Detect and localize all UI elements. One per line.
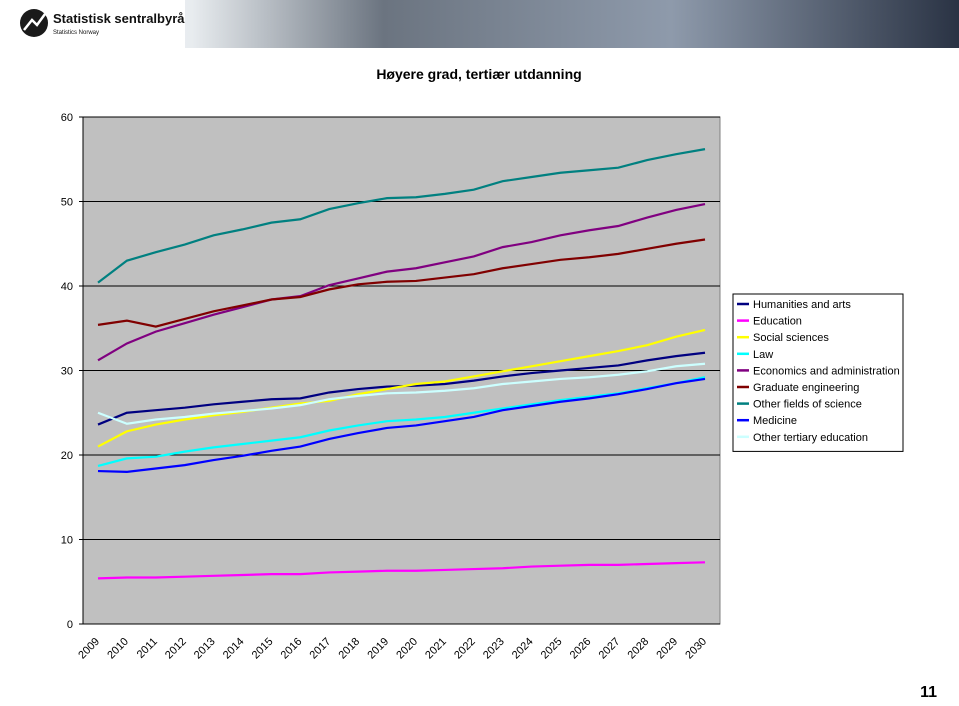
x-tick-label: 2009 bbox=[76, 636, 102, 662]
series-line bbox=[97, 561, 706, 580]
x-tick-label: 2015 bbox=[250, 636, 276, 662]
x-tick-label: 2029 bbox=[654, 636, 680, 662]
x-tick-label: 2027 bbox=[597, 636, 623, 662]
y-tick-label: 20 bbox=[61, 450, 73, 462]
page-number: 11 bbox=[920, 684, 937, 701]
logo-subtitle: Statistics Norway bbox=[53, 30, 99, 36]
x-tick-label: 2024 bbox=[510, 636, 536, 662]
legend-label: Economics and administration bbox=[753, 365, 900, 377]
legend-box bbox=[732, 293, 904, 452]
x-tick-label: 2025 bbox=[539, 636, 565, 662]
x-tick-label: 2010 bbox=[105, 636, 131, 662]
y-tick-label: 50 bbox=[61, 197, 73, 209]
series-line bbox=[97, 148, 706, 284]
series-line bbox=[97, 238, 706, 328]
y-tick-label: 30 bbox=[61, 366, 73, 378]
legend-label: Other fields of science bbox=[753, 399, 862, 411]
chart-title: Høyere grad, tertiær utdanning bbox=[376, 66, 581, 82]
x-tick-label: 2022 bbox=[452, 636, 478, 662]
legend-label: Law bbox=[753, 349, 773, 361]
x-tick-label: 2011 bbox=[135, 636, 160, 661]
x-tick-label: 2012 bbox=[163, 636, 189, 662]
series-line bbox=[97, 202, 706, 362]
x-tick-label: 2019 bbox=[365, 636, 391, 662]
x-tick-label: 2013 bbox=[192, 636, 218, 662]
x-tick-label: 2021 bbox=[423, 636, 449, 662]
x-tick-label: 2030 bbox=[683, 636, 709, 662]
y-tick-label: 10 bbox=[61, 535, 73, 547]
series-line bbox=[97, 377, 706, 474]
legend-label: Graduate engineering bbox=[753, 382, 859, 394]
legend-label: Other tertiary education bbox=[753, 432, 868, 444]
legend-label: Medicine bbox=[753, 415, 797, 427]
series-line bbox=[97, 328, 706, 448]
logo-title: Statistisk sentralbyrå bbox=[53, 11, 185, 26]
x-tick-label: 2017 bbox=[308, 636, 334, 662]
y-tick-label: 0 bbox=[67, 619, 73, 631]
y-tick-label: 60 bbox=[61, 112, 73, 124]
x-tick-label: 2016 bbox=[279, 636, 305, 662]
x-tick-label: 2028 bbox=[626, 636, 652, 662]
legend-label: Social sciences bbox=[753, 332, 829, 344]
y-tick-label: 40 bbox=[61, 281, 73, 293]
x-tick-label: 2026 bbox=[568, 636, 594, 662]
x-tick-label: 2020 bbox=[394, 636, 420, 662]
logo-mark bbox=[23, 13, 47, 31]
legend-label: Education bbox=[753, 316, 802, 328]
series-line bbox=[97, 362, 706, 425]
x-tick-label: 2023 bbox=[481, 636, 507, 662]
x-tick-label: 2014 bbox=[221, 636, 247, 662]
x-tick-label: 2018 bbox=[336, 636, 362, 662]
legend-label: Humanities and arts bbox=[753, 299, 851, 311]
series-line bbox=[97, 376, 706, 468]
